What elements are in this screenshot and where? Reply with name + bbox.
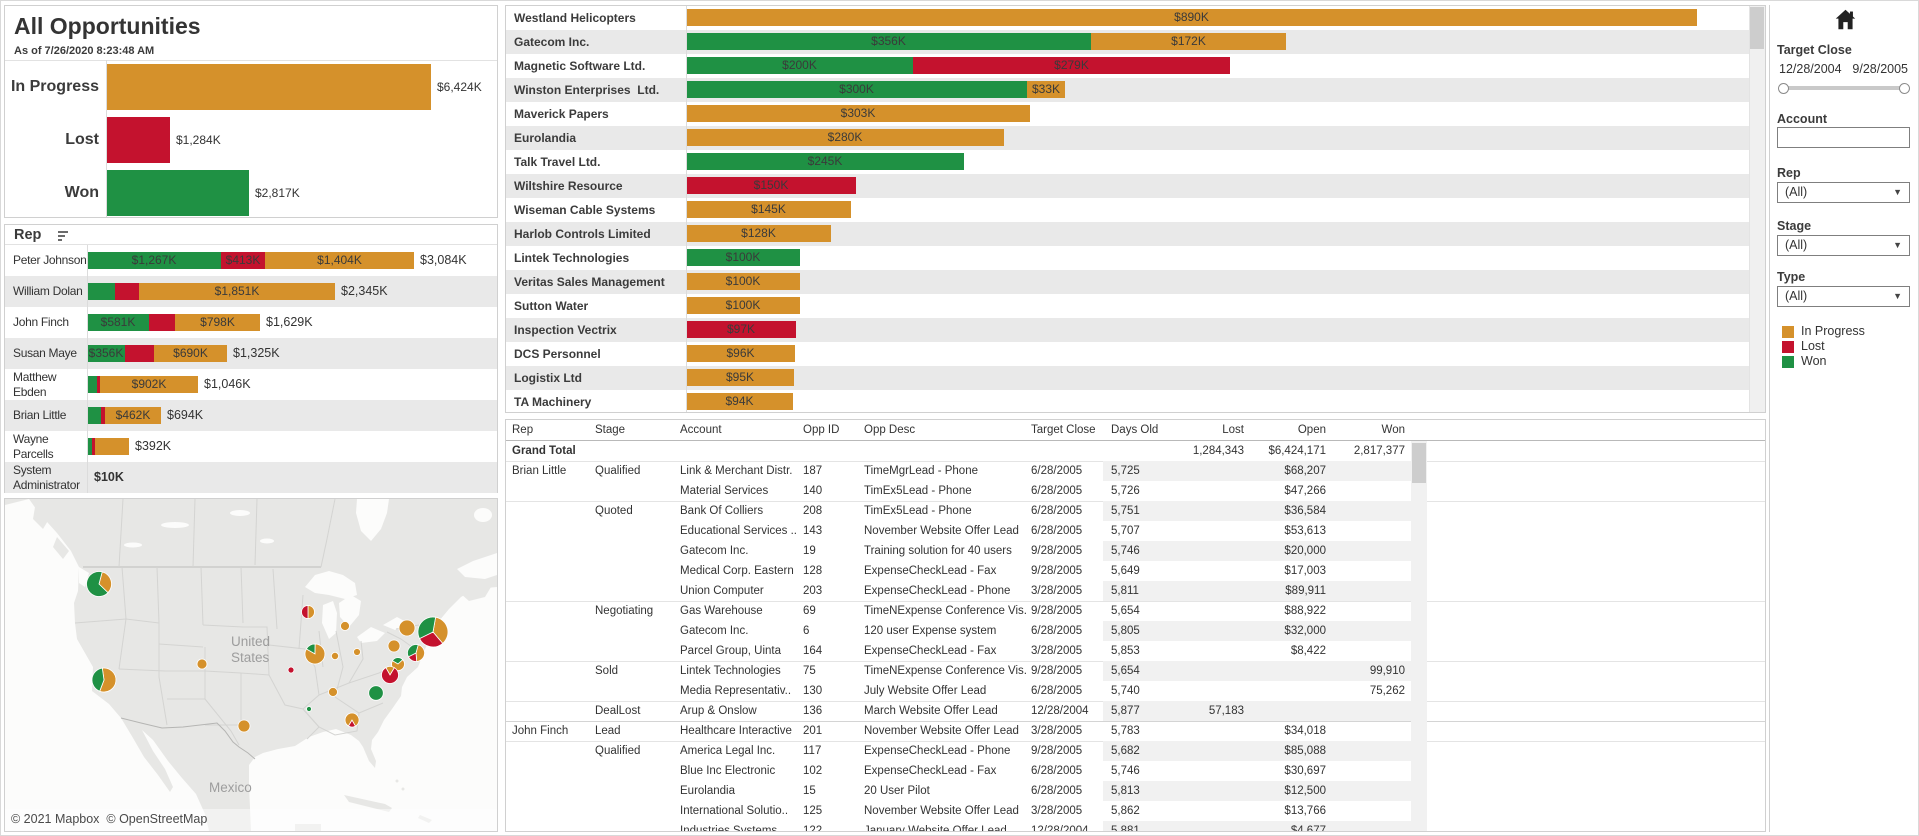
- svg-text:Mexico: Mexico: [209, 780, 252, 795]
- svg-text:States: States: [231, 650, 270, 665]
- svg-text:United: United: [231, 634, 270, 649]
